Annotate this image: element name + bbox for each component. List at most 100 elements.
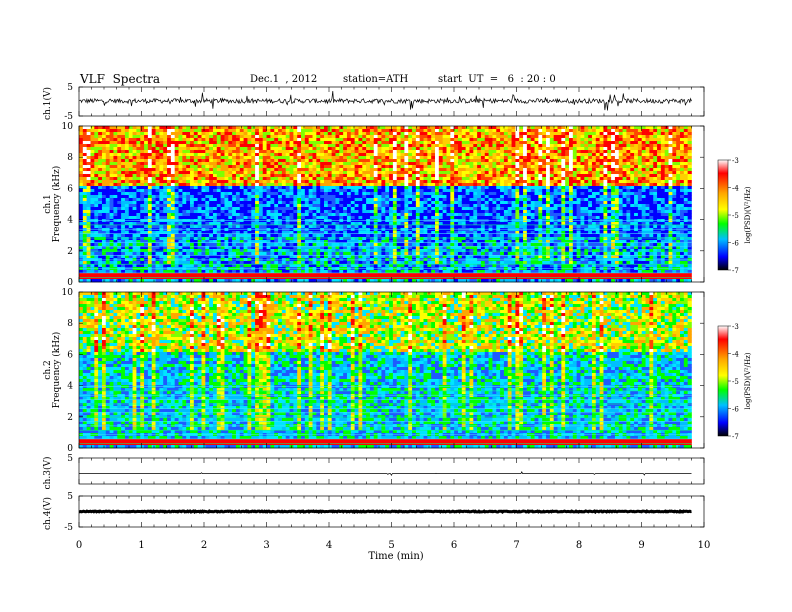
heatmap-cell (98, 237, 103, 241)
heatmap-cell (412, 126, 417, 130)
heatmap-cell (239, 165, 244, 169)
heatmap-cell (117, 165, 122, 169)
heatmap-cell (209, 210, 214, 214)
heatmap-cell (324, 201, 329, 205)
heatmap-cell (377, 156, 382, 160)
heatmap-cell (316, 192, 321, 196)
heatmap-cell (247, 249, 252, 253)
heatmap-cell (427, 138, 432, 142)
heatmap-cell (431, 252, 436, 256)
heatmap-cell (224, 234, 229, 238)
heatmap-cell (369, 129, 375, 133)
heatmap-cell (86, 210, 91, 214)
heatmap-cell (128, 150, 133, 154)
heatmap-cell (124, 195, 130, 199)
heatmap-cell (82, 147, 87, 151)
heatmap-cell (312, 162, 317, 166)
heatmap-cell (331, 129, 336, 133)
heatmap-cell (205, 216, 210, 220)
heatmap-cell (243, 150, 248, 154)
heatmap-cell (415, 183, 421, 187)
heatmap-cell (320, 159, 325, 163)
heatmap-cell (419, 132, 424, 136)
heatmap-cell (339, 132, 344, 136)
heatmap-cell (155, 138, 160, 142)
heatmap-cell (354, 186, 359, 190)
heatmap-cell (186, 144, 191, 148)
heatmap-cell (144, 204, 149, 208)
heatmap-cell (324, 204, 329, 208)
heatmap-cell (186, 180, 191, 184)
heatmap-cell (362, 132, 367, 136)
heatmap-cell (140, 240, 145, 244)
heatmap-cell (392, 129, 398, 133)
heatmap-cell (312, 270, 317, 274)
heatmap-cell (369, 240, 375, 244)
heatmap-cell (400, 237, 405, 241)
heatmap-cell (193, 165, 198, 169)
heatmap-cell (281, 165, 287, 169)
heatmap-cell (147, 147, 153, 151)
heatmap-cell (324, 264, 329, 268)
heatmap-cell (216, 150, 221, 154)
heatmap-cell (136, 228, 141, 232)
heatmap-cell (289, 135, 294, 139)
heatmap-cell (124, 246, 130, 250)
heatmap-cell (197, 192, 202, 196)
heatmap-cell (266, 138, 271, 142)
heatmap-cell (98, 174, 103, 178)
heatmap-cell (266, 150, 271, 154)
heatmap-cell (201, 132, 206, 136)
heatmap-cell (235, 234, 241, 238)
heatmap-cell (366, 207, 371, 211)
heatmap-cell (415, 234, 421, 238)
heatmap-cell (201, 240, 206, 244)
heatmap-cell (228, 126, 233, 130)
heatmap-cell (301, 234, 306, 238)
heatmap-cell (262, 216, 267, 220)
heatmap-cell (431, 264, 436, 268)
heatmap-cell (82, 150, 87, 154)
heatmap-cell (132, 138, 137, 142)
heatmap-cell (400, 147, 405, 151)
heatmap-cell (255, 222, 260, 226)
heatmap-cell (262, 174, 267, 178)
heatmap-cell (205, 159, 210, 163)
heatmap-cell (109, 255, 114, 259)
heatmap-cell (105, 249, 110, 253)
heatmap-cell (247, 177, 252, 181)
heatmap-cell (350, 189, 355, 193)
heatmap-cell (151, 249, 156, 253)
heatmap-cell (412, 246, 417, 250)
heatmap-cell (243, 237, 248, 241)
heatmap-cell (358, 138, 363, 142)
heatmap-cell (255, 246, 260, 250)
heatmap-cell (136, 252, 141, 256)
heatmap-cell (354, 132, 359, 136)
heatmap-cell (419, 153, 424, 157)
heatmap-cell (415, 180, 421, 184)
heatmap-cell (377, 189, 382, 193)
heatmap-cell (396, 252, 401, 256)
heatmap-cell (90, 273, 95, 277)
heatmap-cell (304, 198, 309, 202)
heatmap-cell (90, 207, 95, 211)
heatmap-cell (101, 255, 107, 259)
heatmap-cell (140, 132, 145, 136)
heatmap-cell (335, 198, 340, 202)
heatmap-cell (132, 180, 137, 184)
heatmap-cell (209, 204, 214, 208)
heatmap-cell (197, 126, 202, 130)
heatmap-cell (331, 240, 336, 244)
heatmap-cell (419, 198, 424, 202)
heatmap-cell (101, 177, 107, 181)
heatmap-cell (151, 153, 156, 157)
heatmap-cell (113, 177, 118, 181)
heatmap-cell (79, 165, 84, 169)
heatmap-cell (419, 279, 424, 283)
heatmap-cell (155, 279, 160, 283)
heatmap-cell (113, 198, 118, 202)
heatmap-cell (197, 135, 202, 139)
heatmap-cell (220, 255, 225, 259)
heatmap-cell (350, 129, 355, 133)
